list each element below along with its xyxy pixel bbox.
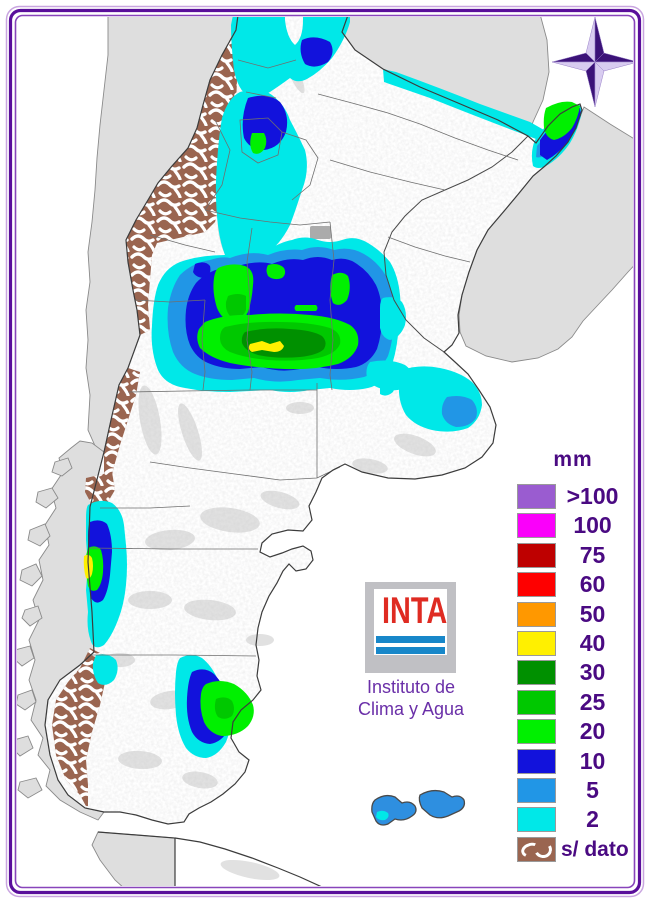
legend-label: 2	[586, 806, 599, 833]
legend-row: 2	[517, 806, 629, 833]
page-border	[5, 5, 645, 898]
legend-row: 10	[517, 747, 629, 774]
legend-label: 25	[579, 688, 606, 715]
river-lines	[383, 135, 529, 353]
legend-swatch	[517, 630, 556, 656]
legend-label: 50	[579, 600, 606, 627]
legend-swatch	[517, 689, 556, 715]
legend-swatch	[517, 748, 556, 774]
legend-swatch	[517, 836, 556, 862]
legend-swatch	[517, 484, 556, 509]
legend-row: 100	[517, 512, 629, 539]
inta-wordmark: INTA	[382, 590, 448, 631]
province-borders	[89, 59, 519, 657]
inta-logo-inner: INTA	[374, 589, 447, 655]
legend-label: 100	[573, 512, 612, 539]
legend-row: 25	[517, 688, 629, 715]
legend-row: 20	[517, 718, 629, 745]
legend-swatch	[517, 513, 556, 539]
inta-logo: INTA	[365, 582, 456, 673]
legend-swatch	[517, 601, 556, 627]
legend-label: 30	[579, 659, 606, 686]
legend-label: 75	[579, 541, 606, 568]
legend-label: 40	[579, 629, 606, 656]
legend-row: >100	[517, 484, 629, 509]
legend-swatch	[517, 660, 556, 686]
inta-bar-bottom	[376, 647, 445, 654]
institute-name-line1: Instituto de	[366, 677, 456, 697]
legend-title: mm	[553, 448, 593, 471]
malvinas-islands	[371, 789, 466, 826]
legend-rows: >100 100 75 60 50 40 30 25 20 10 5	[517, 484, 629, 862]
institute-name: Instituto de Clima y Agua	[338, 676, 484, 720]
compass-rose-icon	[551, 17, 633, 108]
legend-row: 50	[517, 600, 629, 627]
legend-label: 10	[579, 747, 606, 774]
legend-row: 30	[517, 659, 629, 686]
legend-row: 75	[517, 541, 629, 568]
legend-row: 40	[517, 629, 629, 656]
legend-label: 60	[579, 571, 606, 598]
legend-label: s/ dato	[561, 837, 629, 861]
inta-bar-top	[376, 636, 445, 643]
legend-row: s/ dato	[517, 836, 629, 862]
legend-label: 20	[579, 718, 606, 745]
precipitation-legend: mm >100 100 75 60 50 40 30 25 20 10	[517, 448, 629, 862]
legend-label: >100	[566, 483, 619, 509]
legend-swatch	[517, 542, 556, 568]
neighbor-countries	[17, 17, 633, 886]
no-data-band	[52, 28, 238, 810]
legend-row: 5	[517, 776, 629, 803]
legend-swatch	[517, 807, 556, 833]
country-outlines	[44, 17, 583, 886]
legend-swatch	[517, 719, 556, 745]
legend-swatch	[517, 572, 556, 598]
legend-row: 60	[517, 571, 629, 598]
legend-label: 5	[586, 776, 599, 803]
institute-name-line2: Clima y Agua	[357, 699, 465, 719]
legend-swatch	[517, 777, 556, 803]
